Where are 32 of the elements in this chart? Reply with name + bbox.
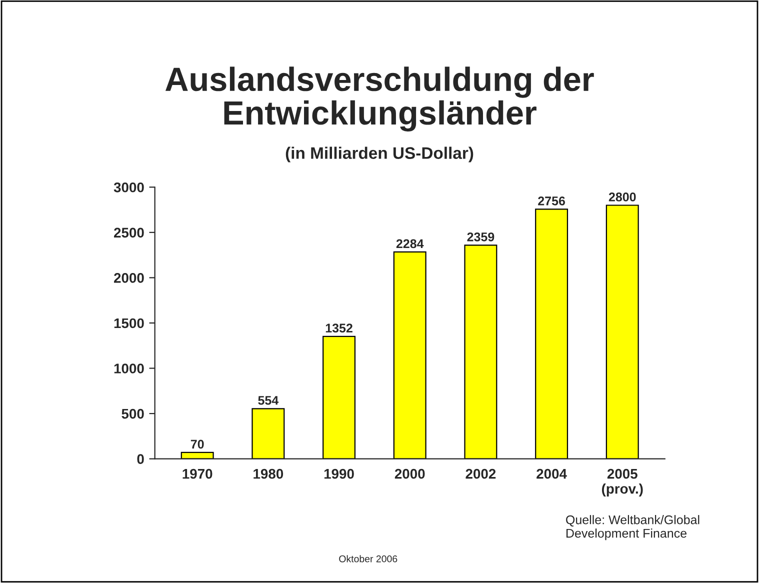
y-tick-label: 2500 bbox=[114, 228, 144, 238]
bar bbox=[464, 244, 498, 459]
bar bbox=[393, 251, 426, 459]
data-label: 2284 bbox=[396, 239, 424, 248]
y-tick-label: 3000 bbox=[114, 182, 144, 192]
source-note: Quelle: Weltbank/Global Development Finance bbox=[566, 515, 700, 540]
y-tick-label: 500 bbox=[122, 408, 144, 419]
y-tick-label: 2000 bbox=[114, 273, 144, 283]
y-tick-label: 0 bbox=[137, 454, 144, 464]
bar bbox=[322, 336, 356, 459]
y-tick-label: 1000 bbox=[114, 364, 144, 374]
data-label: 554 bbox=[258, 396, 279, 405]
data-label: 2359 bbox=[467, 232, 494, 242]
bar bbox=[180, 452, 214, 459]
x-tick-label: 2004 bbox=[536, 468, 567, 479]
chart-subtitle: (in Milliarden US-Dollar) bbox=[286, 146, 474, 162]
data-label: 1352 bbox=[326, 324, 352, 333]
bar bbox=[535, 208, 568, 459]
bar bbox=[606, 204, 639, 459]
text: Oktober 2006 bbox=[339, 555, 398, 562]
x-tick-label: 2005 (prov.) bbox=[602, 468, 643, 496]
chart-title: Auslandsverschuldung der Entwicklungsländer bbox=[165, 66, 594, 132]
x-tick-label: 1980 bbox=[254, 468, 284, 479]
data-label: 2756 bbox=[538, 196, 565, 206]
x-tick-label: 2002 bbox=[466, 468, 496, 479]
x-tick-label: 1990 bbox=[324, 468, 354, 479]
y-tick-label: 1500 bbox=[114, 318, 144, 328]
x-tick-label: 2000 bbox=[394, 468, 425, 479]
bar bbox=[252, 408, 285, 459]
data-label: 70 bbox=[190, 440, 204, 449]
x-tick-label: 1970 bbox=[182, 468, 212, 479]
data-label: 2800 bbox=[608, 192, 636, 202]
